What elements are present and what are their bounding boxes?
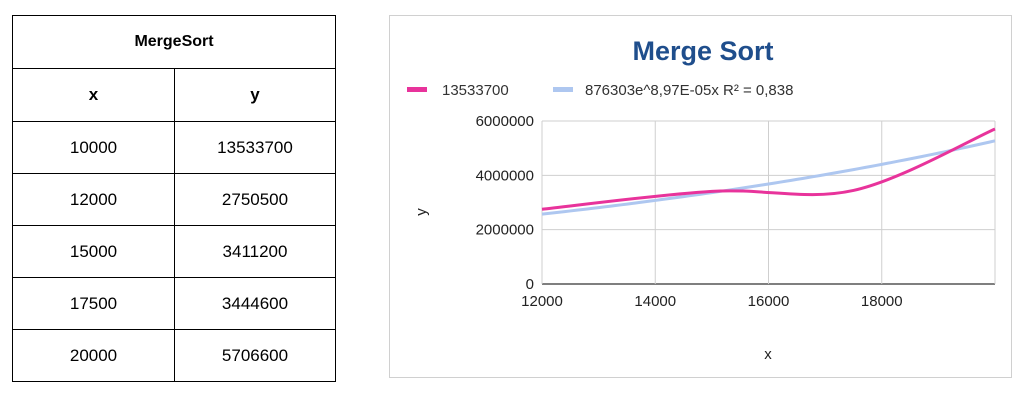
y-tick-label: 0: [526, 276, 534, 293]
series-lines: [541, 127, 996, 216]
cell-x: 20000: [12, 329, 175, 382]
cell-x: 17500: [12, 277, 175, 330]
table-row: 12000 2750500: [12, 173, 336, 226]
chart-svg: Merge Sort 13533700 876303e^8,97E-05x R²…: [407, 36, 996, 363]
legend-label-series-1: 13533700: [442, 82, 509, 99]
y-tick-label: 4000000: [476, 167, 534, 184]
y-tick-label: 6000000: [476, 113, 534, 130]
table-row: 20000 5706600: [12, 329, 336, 382]
cell-y: 3444600: [174, 277, 336, 330]
y-tick-label: 2000000: [476, 222, 534, 239]
x-tick-label: 14000: [634, 293, 676, 310]
cell-y: 5706600: [174, 329, 336, 382]
legend-label-series-2: 876303e^8,97E-05x R² = 0,838: [585, 82, 793, 99]
x-axis-title: x: [764, 346, 772, 363]
x-tick-label: 12000: [521, 293, 563, 310]
cell-y: 3411200: [174, 225, 336, 278]
y-axis-title: y: [413, 208, 430, 216]
column-header-x: x: [12, 68, 175, 122]
cell-y: 13533700: [174, 121, 336, 174]
column-header-y: y: [174, 68, 336, 122]
legend-swatch-series-1: [407, 87, 427, 92]
x-tick-label: 18000: [861, 293, 903, 310]
cell-y: 2750500: [174, 173, 336, 226]
cell-x: 12000: [12, 173, 175, 226]
x-tick-label: 16000: [748, 293, 790, 310]
data-table: MergeSort x y 10000 13533700 12000 27505…: [12, 15, 336, 382]
table-row: 15000 3411200: [12, 225, 336, 278]
table-row: 17500 3444600: [12, 277, 336, 330]
cell-x: 15000: [12, 225, 175, 278]
table-row: 10000 13533700: [12, 121, 336, 174]
chart-title: Merge Sort: [632, 36, 773, 66]
legend-swatch-series-2: [553, 87, 573, 92]
table-caption: MergeSort: [12, 15, 336, 69]
series-line-1: [541, 127, 996, 211]
axis-ticks: 0 2000000 4000000 6000000 12000 14000 16000 180…: [476, 113, 903, 310]
cell-x: 10000: [12, 121, 175, 174]
chart-panel: Merge Sort 13533700 876303e^8,97E-05x R²…: [389, 15, 1012, 378]
series-trendline: [541, 139, 996, 216]
grid-lines: [541, 120, 996, 285]
